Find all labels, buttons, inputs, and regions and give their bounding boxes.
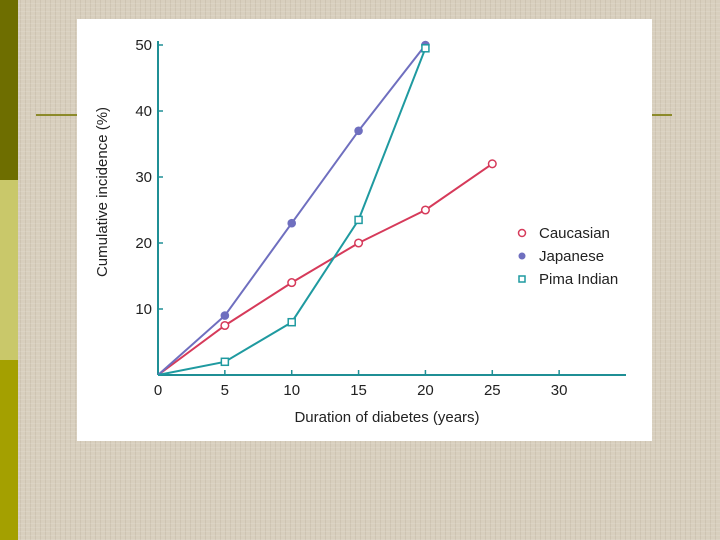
y-tick-label: 40 [135, 103, 152, 120]
caucasian-legend-marker [517, 228, 527, 238]
japanese-legend-marker [518, 252, 526, 260]
side-stripe-dark [0, 0, 18, 180]
accent-rule-left [36, 114, 78, 116]
caucasian-data-point [220, 320, 230, 331]
y-tick-label: 10 [135, 301, 152, 318]
chart-panel: 0 5 10 15 20 25 30 10 20 30 40 50 Caucasian Japanese… [77, 19, 652, 441]
x-tick-label: 15 [350, 382, 367, 399]
y-tick-label: 50 [135, 37, 152, 54]
pima-indian-legend-marker [518, 275, 526, 283]
accent-rule-right [650, 114, 672, 116]
japanese-data-point [287, 218, 297, 228]
y-tick-label: 20 [135, 235, 152, 252]
caucasian-legend-label: Caucasian [539, 225, 610, 242]
x-tick-label: 0 [154, 382, 162, 399]
japanese-data-point [354, 126, 363, 136]
pima-indian-data-point [421, 44, 430, 53]
side-stripe-light [0, 180, 18, 360]
incidence-chart: 0 5 10 15 20 25 30 10 20 30 40 50 Caucasian Japanese… [94, 37, 626, 426]
caucasian-series-line [157, 162, 493, 376]
x-tick-label: 5 [221, 382, 229, 399]
x-tick-label: 25 [484, 382, 501, 399]
x-tick-label: 20 [417, 382, 434, 399]
side-stripe-olive [0, 360, 18, 540]
y-axis-title: Cumulative incidence (%) [94, 107, 111, 277]
y-tick-label: 30 [135, 169, 152, 186]
pima-indian-data-point [354, 215, 363, 225]
pima-indian-data-point [287, 317, 296, 327]
japanese-data-point [220, 311, 230, 320]
japanese-legend-label: Japanese [539, 248, 604, 265]
caucasian-data-point [420, 205, 430, 215]
caucasian-data-point [487, 159, 497, 169]
x-axis-title: Duration of diabetes (years) [294, 409, 479, 426]
caucasian-data-point [354, 238, 364, 248]
caucasian-data-point [287, 278, 297, 288]
pima-indian-data-point [220, 357, 230, 367]
x-tick-label: 30 [551, 382, 568, 399]
pima-indian-legend-label: Pima Indian [539, 271, 618, 288]
x-tick-label: 10 [283, 382, 300, 399]
